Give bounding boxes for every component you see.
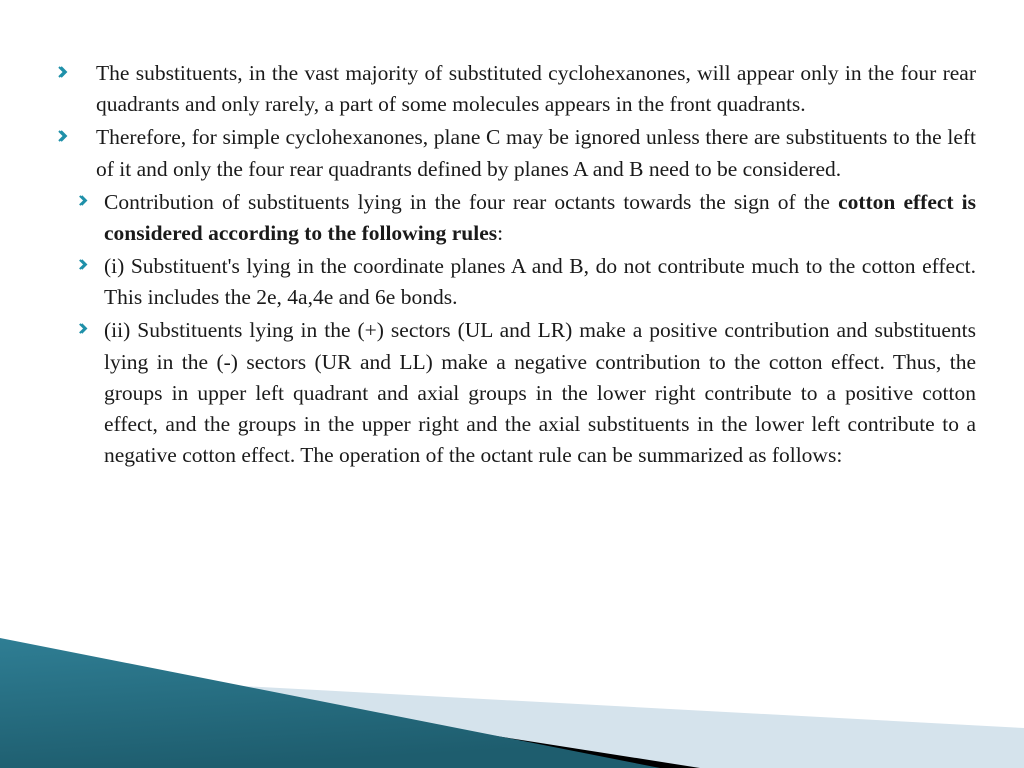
- bullet-item: Contribution of substituents lying in th…: [68, 187, 976, 249]
- deco-teal: [0, 638, 660, 768]
- bullet-list: The substituents, in the vast majority o…: [48, 58, 976, 471]
- slide: The substituents, in the vast majority o…: [0, 0, 1024, 768]
- deco-lightblue: [0, 673, 1024, 768]
- bullet-text: (ii) Substituents lying in the (+) secto…: [104, 318, 976, 467]
- chevron-right-icon: [48, 125, 76, 142]
- bullet-item: The substituents, in the vast majority o…: [48, 58, 976, 120]
- chevron-right-icon: [68, 318, 96, 334]
- chevron-right-icon: [68, 190, 96, 206]
- bullet-text: The substituents, in the vast majority o…: [96, 61, 976, 116]
- bullet-item: Therefore, for simple cyclohexanones, pl…: [48, 122, 976, 184]
- bullet-text: (i) Substituent's lying in the coordinat…: [104, 254, 976, 309]
- bullet-text: Therefore, for simple cyclohexanones, pl…: [96, 125, 976, 180]
- bullet-item: (ii) Substituents lying in the (+) secto…: [68, 315, 976, 471]
- deco-black: [0, 658, 700, 768]
- chevron-right-icon: [48, 61, 76, 78]
- corner-decoration: [0, 598, 1024, 768]
- chevron-right-icon: [68, 254, 96, 270]
- bullet-text: Contribution of substituents lying in th…: [104, 190, 976, 245]
- page-number: 12: [989, 735, 1002, 750]
- bullet-item: (i) Substituent's lying in the coordinat…: [68, 251, 976, 313]
